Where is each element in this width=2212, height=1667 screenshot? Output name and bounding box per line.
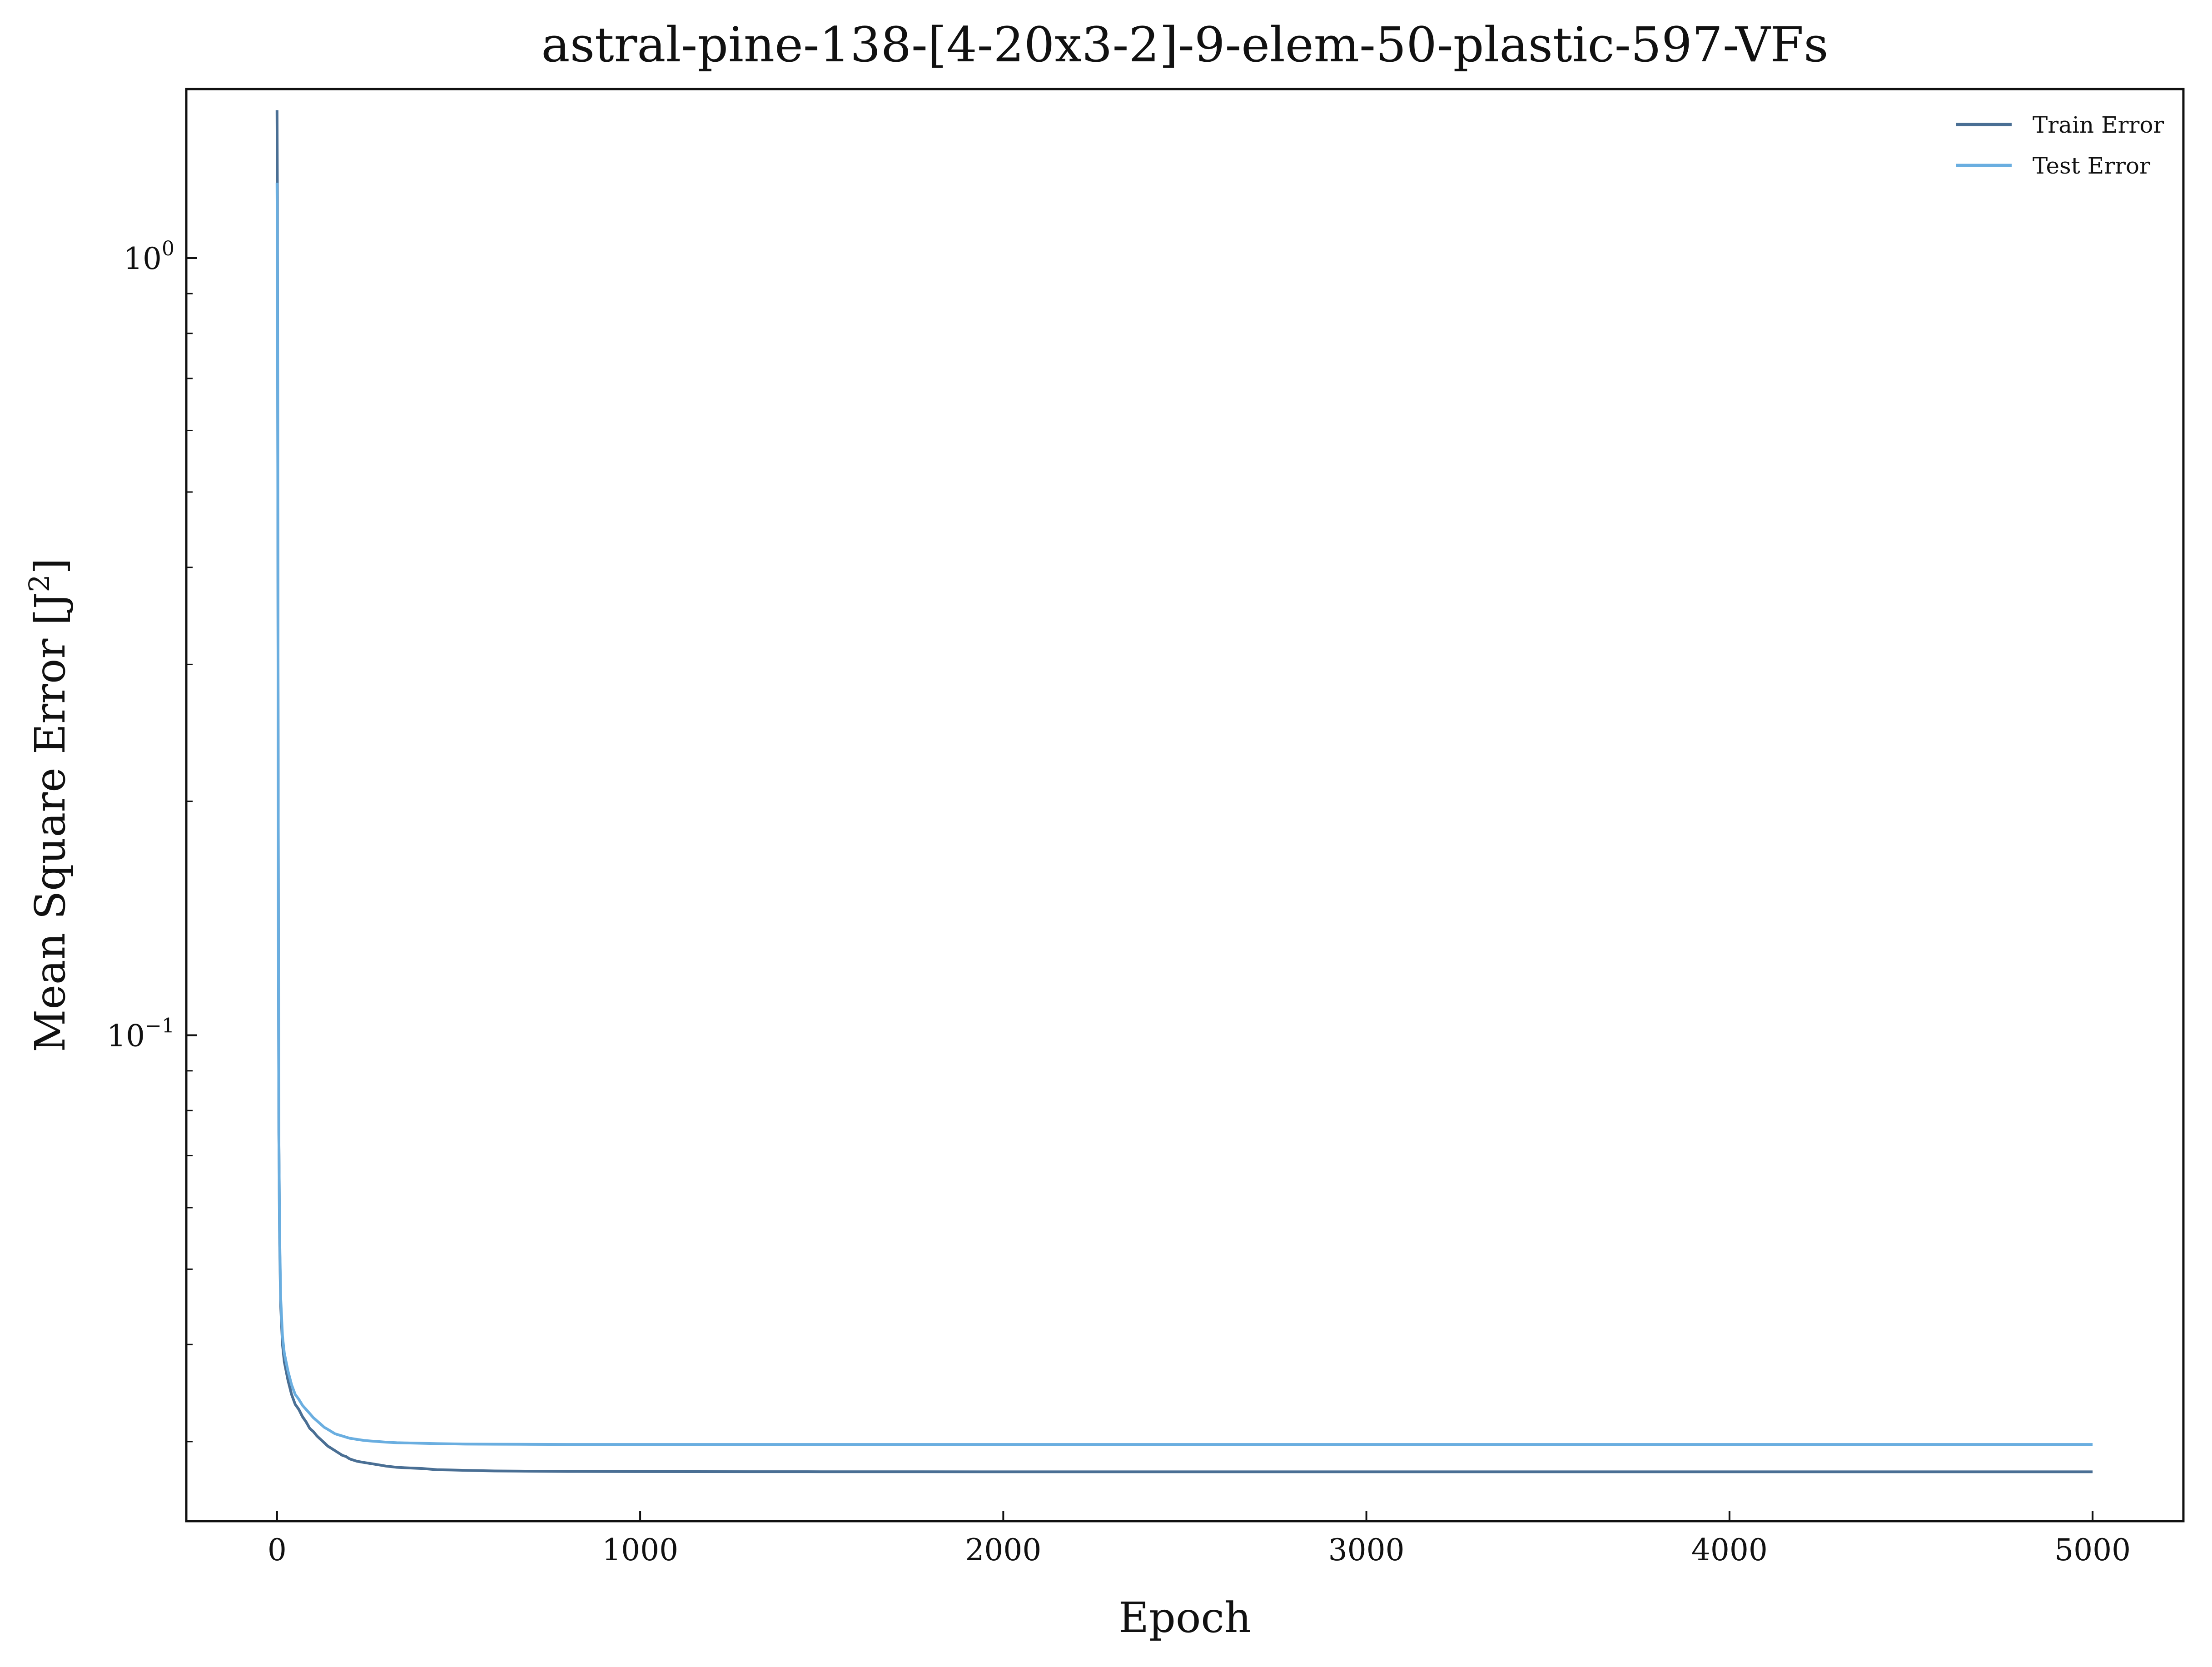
series-layer [275,110,2093,1473]
x-tick-label: 2000 [965,1533,1041,1567]
y-axis-label-close: ] [26,558,75,574]
x-tick-label: 0 [268,1533,287,1567]
y-axis-label-main: Mean Square Error [J [26,592,75,1052]
x-tick-label: 1000 [602,1533,678,1567]
series-line-test-error [275,183,2093,1446]
x-tick-label: 5000 [2054,1533,2131,1567]
legend-label-train-error: Train Error [2033,112,2164,138]
y-tick-label: 10−1 [107,1015,174,1054]
plot-frame [185,88,2185,1523]
legend-label-test-error: Test Error [2033,153,2150,179]
chart-title: astral-pine-138-[4-20x3-2]-9-elem-50-pla… [541,17,1828,73]
x-tick-label: 3000 [1328,1533,1405,1567]
y-axis-label-superscript: 2 [23,574,56,592]
x-axis-ticks: 0 1000 2000 3000 4000 5000 [268,1511,2131,1567]
x-tick-label: 4000 [1691,1533,1768,1567]
x-axis-label: Epoch [1118,1593,1251,1642]
y-tick-label: 100 [124,237,174,276]
y-axis-ticks: 100 10−1 [107,237,197,1443]
legend: Train Error Test Error [1956,112,2164,179]
y-axis-label: Mean Square Error [J2] [23,558,75,1052]
